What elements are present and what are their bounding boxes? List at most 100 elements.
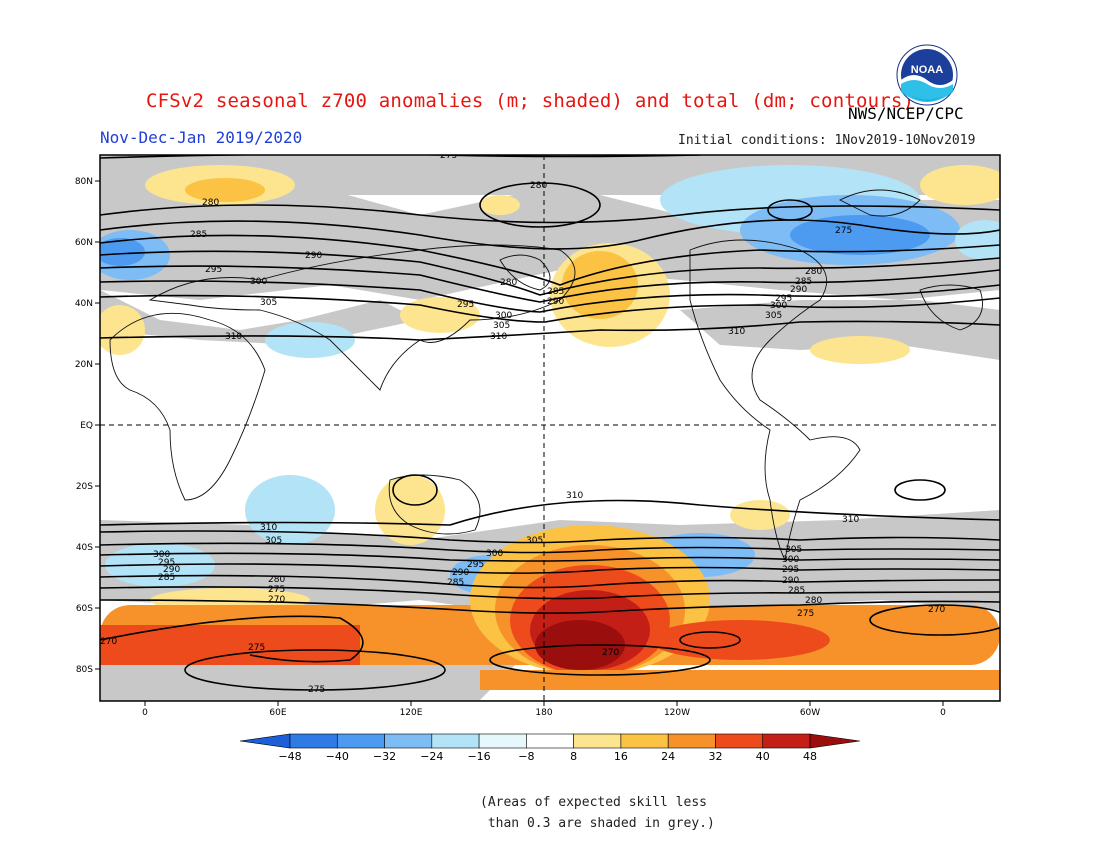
- contour-label: 295: [775, 294, 792, 304]
- contour-label: 295: [782, 565, 799, 575]
- contour-label: 275: [440, 151, 457, 161]
- lat-label: 80S: [76, 665, 93, 675]
- colorbar-cell: [573, 733, 622, 749]
- contour-label: 305: [765, 311, 782, 321]
- contour-label: 280: [805, 267, 822, 277]
- map-frame: [99, 154, 1001, 702]
- contour-label: 310: [728, 327, 745, 337]
- lat-label: 20S: [76, 482, 93, 492]
- contour-label: 305: [526, 536, 543, 546]
- noaa-logo-icon: NOAA: [896, 44, 958, 106]
- lon-label: 180: [535, 708, 552, 718]
- contour-label: 275: [797, 609, 814, 619]
- lat-label: EQ: [80, 421, 93, 431]
- contour-label: 280: [805, 596, 822, 606]
- contour-label: 270: [100, 637, 117, 647]
- colorbar-cell: [526, 733, 574, 749]
- colorbar-label: −32: [373, 750, 396, 763]
- colorbar-low-arrow: [239, 733, 291, 749]
- height-contours: [100, 155, 1000, 691]
- contour-label: 285: [447, 578, 464, 588]
- longitude-axis: 0 60E 120E 180 120W 60W 0: [142, 701, 946, 718]
- contour-label: 285: [190, 230, 207, 240]
- contour-label: 285: [788, 586, 805, 596]
- contour-label: 300: [486, 549, 503, 559]
- positive-anomalies-north: [100, 165, 1000, 364]
- contour-labels: 275 280 280 285 290 295 300 305 310 280 …: [100, 151, 945, 695]
- colorbar-cell: [667, 733, 716, 749]
- lon-label: 120E: [400, 708, 423, 718]
- contour-label: 305: [493, 321, 510, 331]
- contour-label: 295: [467, 560, 484, 570]
- contour-label: 310: [260, 523, 277, 533]
- colorbar-cell: [289, 733, 338, 749]
- contour-label: 275: [268, 585, 285, 595]
- contour-label: 310: [566, 491, 583, 501]
- contour-label: 280: [268, 575, 285, 585]
- contour-label: 290: [452, 568, 469, 578]
- colorbar-label: 32: [708, 750, 722, 763]
- map-title: CFSv2 seasonal z700 anomalies (m; shaded…: [146, 90, 915, 112]
- contour-label: 310: [490, 332, 507, 342]
- lat-label: 40N: [75, 299, 93, 309]
- colorbar-label: −24: [420, 750, 443, 763]
- contour-label: 285: [547, 287, 564, 297]
- colorbar-label: −8: [518, 750, 534, 763]
- anomaly-map: 275 280 280 285 290 295 300 305 310 280 …: [75, 151, 1001, 718]
- lon-label: 60W: [800, 708, 820, 718]
- lat-label: 60N: [75, 238, 93, 248]
- contour-label: 300: [770, 301, 787, 311]
- contour-label: 290: [547, 297, 564, 307]
- initial-conditions: Initial conditions: 1Nov2019-10Nov2019: [678, 133, 976, 148]
- skill-note: (Areas of expected skill less than 0.3 a…: [480, 795, 715, 831]
- coastlines: [109, 189, 983, 562]
- colorbar-label: −16: [467, 750, 490, 763]
- lon-label: 0: [940, 708, 946, 718]
- contour-label: 280: [202, 198, 219, 208]
- lat-label: 40S: [76, 543, 93, 553]
- colorbar-cell: [620, 733, 669, 749]
- contour-label: 300: [250, 277, 267, 287]
- contour-label: 275: [835, 226, 852, 236]
- colorbar-cell: [336, 733, 385, 749]
- colorbar-label: −48: [278, 750, 301, 763]
- contour-label: 290: [163, 565, 180, 575]
- colorbar-label: 40: [756, 750, 770, 763]
- forecast-period: Nov-Dec-Jan 2019/2020: [100, 128, 303, 147]
- colorbar-cell: [431, 733, 480, 749]
- contour-label: 290: [305, 251, 322, 261]
- map-body: 275 280 280 285 290 295 300 305 310 280 …: [100, 151, 1000, 701]
- contour-label: 285: [158, 573, 175, 583]
- lon-label: 120W: [664, 708, 690, 718]
- lon-label: 0: [142, 708, 148, 718]
- contour-label: 270: [602, 648, 619, 658]
- contour-label: 280: [500, 278, 517, 288]
- agency-label: NWS/NCEP/CPC: [848, 104, 964, 123]
- contour-label: 285: [795, 277, 812, 287]
- contour-label: 290: [782, 576, 799, 586]
- contour-label: 305: [785, 545, 802, 555]
- contour-label: 295: [205, 265, 222, 275]
- contour-label: 270: [928, 605, 945, 615]
- colorbar-cell: [478, 733, 527, 749]
- contour-label: 280: [530, 181, 547, 191]
- lat-label: 20N: [75, 360, 93, 370]
- anomalies-south: [100, 475, 1000, 690]
- contour-label: 270: [268, 595, 285, 605]
- svg-text:NOAA: NOAA: [911, 64, 943, 76]
- lon-label: 60E: [269, 708, 286, 718]
- contour-label: 305: [260, 298, 277, 308]
- contour-label: 295: [457, 300, 474, 310]
- colorbar-label: −40: [326, 750, 349, 763]
- contour-label: 300: [782, 555, 799, 565]
- contour-label: 275: [248, 643, 265, 653]
- colorbar-high-arrow: [809, 733, 861, 749]
- contour-label: 310: [225, 332, 242, 342]
- colorbar-cell: [384, 733, 433, 749]
- colorbar-label: 24: [661, 750, 675, 763]
- contour-label: 275: [308, 685, 325, 695]
- colorbar-cell: [762, 733, 811, 749]
- colorbar-label: 16: [614, 750, 628, 763]
- latitude-axis: 80N 60N 40N 20N EQ 20S 40S 60S 80S: [75, 177, 100, 675]
- contour-label: 300: [153, 550, 170, 560]
